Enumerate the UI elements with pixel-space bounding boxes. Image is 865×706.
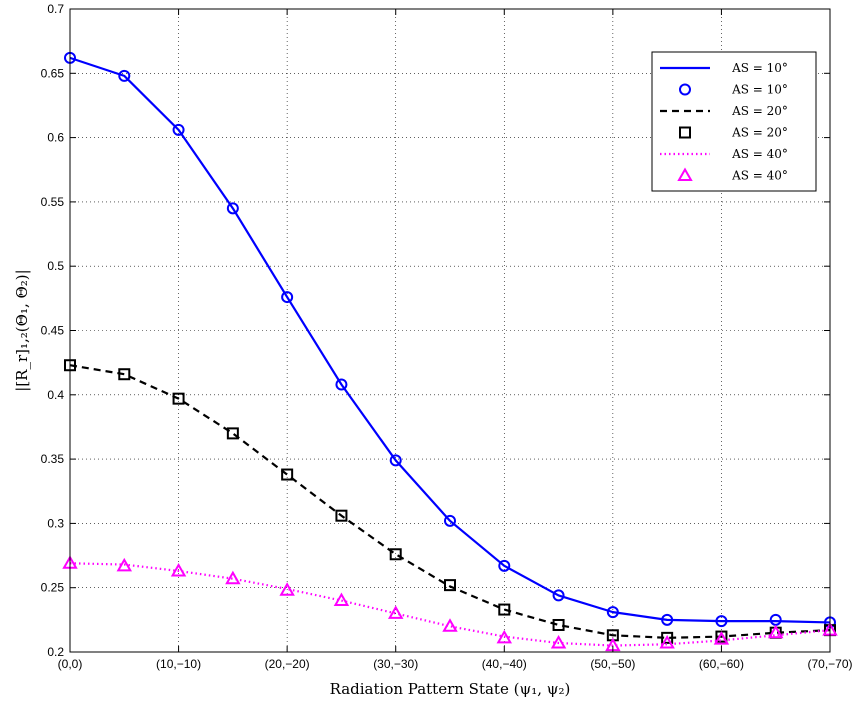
y-tick-label: 0.35	[41, 452, 65, 466]
x-tick-label: (0,0)	[58, 657, 83, 671]
data-point-triangle	[279, 582, 295, 596]
data-point-triangle	[116, 557, 133, 572]
data-point-circle	[552, 589, 565, 602]
data-point-circle	[606, 606, 619, 619]
data-point-circle	[226, 202, 239, 215]
data-point-circle	[661, 613, 674, 626]
data-point-circle	[715, 615, 728, 628]
legend-entry: AS = 40°	[677, 167, 788, 183]
y-tick-label: 0.2	[47, 645, 64, 659]
data-point-triangle	[659, 634, 675, 649]
legend-box	[651, 51, 817, 192]
legend-marker-sample	[679, 126, 691, 139]
data-point-triangle	[496, 629, 513, 644]
x-tick-label: (70,−70)	[807, 657, 852, 671]
data-point-square	[281, 468, 294, 481]
series-5	[62, 555, 838, 652]
y-axis-label: |[R_r]₁,₂(Θ₁, Θ₂)|	[13, 269, 31, 391]
legend-entry: AS = 20°	[660, 104, 788, 118]
data-point-circle	[335, 378, 348, 391]
legend-marker-sample	[677, 167, 693, 181]
x-tick-label: (60,−60)	[699, 657, 744, 671]
legend-entry: AS = 10°	[660, 61, 788, 75]
series-2	[69, 364, 831, 639]
legend-entry: AS = 20°	[679, 126, 788, 140]
data-point-triangle	[333, 592, 350, 607]
y-tick-label: 0.55	[41, 195, 65, 209]
legend-label: AS = 10°	[731, 83, 788, 97]
data-point-square	[498, 603, 511, 616]
x-tick-label: (20,−20)	[265, 657, 310, 671]
legend-label: AS = 10°	[731, 61, 788, 75]
data-point-square	[661, 631, 674, 644]
data-point-square	[172, 392, 185, 405]
series-line	[69, 56, 831, 624]
series-4	[69, 562, 831, 647]
data-point-circle	[281, 291, 294, 304]
series-line	[69, 364, 831, 639]
data-point-square	[335, 509, 348, 522]
data-point-triangle	[713, 631, 730, 645]
series-layer	[62, 51, 838, 652]
data-point-circle	[769, 613, 782, 626]
data-point-triangle	[767, 624, 784, 639]
x-tick-label: (30,−30)	[373, 657, 418, 671]
data-point-circle	[118, 69, 131, 82]
axis-ticks: (0,0) (10,−10) (20,−20) (30,−30) (40,−40) (50…	[41, 2, 853, 671]
legend-label: AS = 40°	[731, 169, 788, 183]
series-3	[64, 359, 836, 644]
grid-lines	[70, 9, 830, 652]
legend-label: AS = 20°	[731, 104, 788, 118]
data-point-triangle	[170, 562, 187, 577]
legend-label: AS = 40°	[731, 147, 788, 161]
legend-entry: AS = 40°	[660, 147, 788, 161]
data-point-triangle	[225, 570, 241, 585]
series-0	[69, 56, 831, 624]
data-point-square	[389, 548, 402, 561]
x-tick-label: (50,−50)	[590, 657, 635, 671]
y-tick-label: 0.65	[41, 66, 65, 80]
y-tick-label: 0.25	[41, 581, 65, 595]
y-tick-label: 0.6	[47, 131, 64, 145]
legend-entry: AS = 10°	[679, 83, 788, 97]
y-tick-label: 0.7	[47, 2, 64, 16]
y-tick-label: 0.45	[41, 324, 65, 338]
y-tick-label: 0.4	[47, 388, 64, 402]
legend-marker-sample	[679, 83, 691, 96]
legend-label: AS = 20°	[731, 126, 788, 140]
x-axis-label: Radiation Pattern State (ψ₁, ψ₂)	[330, 680, 571, 698]
data-point-circle	[172, 123, 185, 136]
data-point-triangle	[550, 634, 567, 649]
data-point-triangle	[387, 605, 404, 619]
data-point-circle	[444, 514, 456, 527]
y-tick-label: 0.3	[47, 516, 64, 530]
x-tick-label: (40,−40)	[482, 657, 527, 671]
legend: AS = 10° AS = 10° AS = 20° AS = 20° AS = 40°…	[651, 51, 817, 192]
data-point-square	[118, 368, 131, 381]
data-point-square	[552, 618, 565, 631]
x-tick-label: (10,−10)	[156, 657, 201, 671]
series-line	[69, 562, 831, 647]
data-point-triangle	[442, 618, 458, 632]
data-point-circle	[389, 454, 402, 467]
data-point-circle	[498, 559, 511, 572]
data-point-square	[226, 427, 239, 440]
data-point-square	[444, 579, 456, 592]
y-tick-label: 0.5	[47, 259, 64, 273]
